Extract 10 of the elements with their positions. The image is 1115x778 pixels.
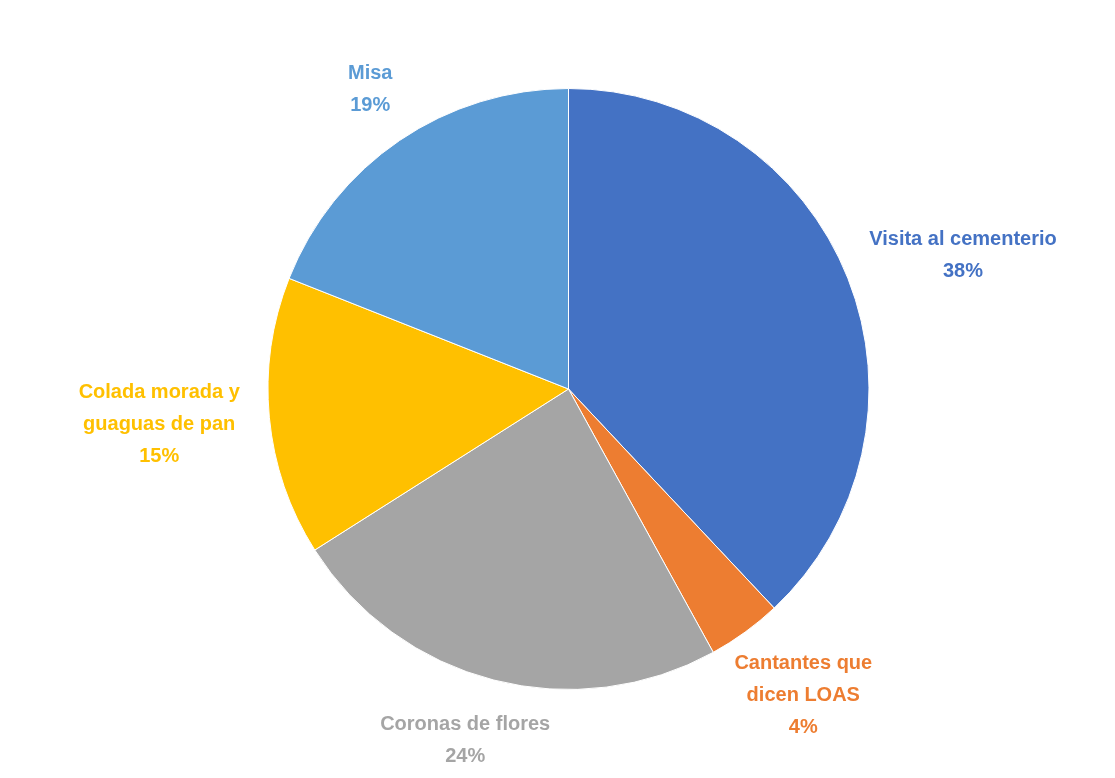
data-label: 38% <box>942 259 984 282</box>
slice-label: Colada morada y guaguas de pan <box>78 380 241 435</box>
slice-label: Cantantes que dicen LOAS <box>734 650 873 705</box>
slice-label: Misa <box>347 60 394 83</box>
slice-label: Visita al cementerio <box>869 227 1057 250</box>
slice-label: Coronas de flores <box>380 711 551 734</box>
data-label: 4% <box>788 714 818 737</box>
data-label: 15% <box>139 444 180 467</box>
data-label: 19% <box>350 92 391 115</box>
data-label: 24% <box>445 743 486 766</box>
